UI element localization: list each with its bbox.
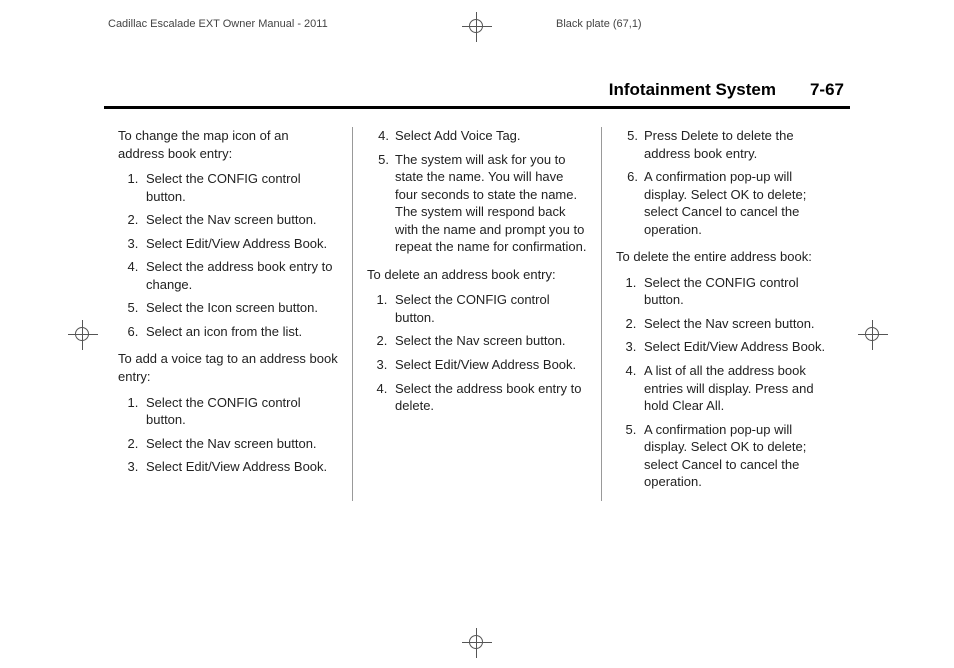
list-item: Select the CONFIG control button. bbox=[142, 394, 338, 429]
column-1: To change the map icon of an address boo… bbox=[104, 127, 352, 501]
plate-label: Black plate (67,1) bbox=[556, 18, 642, 30]
list-item: Select the address book entry to change. bbox=[142, 258, 338, 293]
column-2: 4.Select Add Voice Tag. 5.The system wil… bbox=[352, 127, 601, 501]
list-item: A list of all the address book entries w… bbox=[640, 362, 836, 415]
list-item: Select Edit/View Address Book. bbox=[142, 458, 338, 476]
list-item: Select the Nav screen button. bbox=[640, 315, 836, 333]
section-title: Infotainment System bbox=[609, 80, 776, 100]
list-item: A confirmation pop-up will display. Sele… bbox=[640, 421, 836, 491]
list-item: Select Edit/View Address Book. bbox=[391, 356, 587, 374]
crop-mark-left bbox=[68, 320, 98, 350]
para-delete-entry: To delete an address book entry: bbox=[367, 266, 587, 284]
list-item: Select the Icon screen button. bbox=[142, 299, 338, 317]
list-item: Select the CONFIG control button. bbox=[142, 170, 338, 205]
steps-change-map-icon: Select the CONFIG control button. Select… bbox=[118, 170, 338, 340]
step-number: 4. bbox=[371, 127, 395, 145]
para-add-voice-tag: To add a voice tag to an address book en… bbox=[118, 350, 338, 385]
steps-add-voice-tag-cont: 4.Select Add Voice Tag. 5.The system wil… bbox=[367, 127, 587, 256]
step-number: 5. bbox=[620, 127, 644, 162]
para-delete-all: To delete the entire address book: bbox=[616, 248, 836, 266]
step-number: 5. bbox=[371, 151, 395, 256]
step-text: Select Add Voice Tag. bbox=[395, 127, 587, 145]
list-item: Select the Nav screen button. bbox=[142, 435, 338, 453]
page-number: 7-67 bbox=[810, 80, 844, 100]
step-number: 6. bbox=[620, 168, 644, 238]
list-item: Select an icon from the list. bbox=[142, 323, 338, 341]
list-item: Select the address book entry to delete. bbox=[391, 380, 587, 415]
list-item: Select Edit/View Address Book. bbox=[142, 235, 338, 253]
list-item: Select Edit/View Address Book. bbox=[640, 338, 836, 356]
crop-mark-right bbox=[858, 320, 888, 350]
list-item: Select the Nav screen button. bbox=[142, 211, 338, 229]
para-change-map-icon: To change the map icon of an address boo… bbox=[118, 127, 338, 162]
steps-add-voice-tag: Select the CONFIG control button. Select… bbox=[118, 394, 338, 476]
crop-mark-top bbox=[462, 12, 492, 42]
list-item: 5.The system will ask for you to state t… bbox=[367, 151, 587, 256]
list-item: 6.A confirmation pop-up will display. Se… bbox=[616, 168, 836, 238]
list-item: Select the CONFIG control button. bbox=[640, 274, 836, 309]
crop-mark-bottom bbox=[462, 628, 492, 658]
steps-delete-entry-cont: 5.Press Delete to delete the address boo… bbox=[616, 127, 836, 238]
list-item: Select the Nav screen button. bbox=[391, 332, 587, 350]
steps-delete-all: Select the CONFIG control button. Select… bbox=[616, 274, 836, 491]
step-text: Press Delete to delete the address book … bbox=[644, 127, 836, 162]
body-columns: To change the map icon of an address boo… bbox=[100, 127, 854, 501]
steps-delete-entry: Select the CONFIG control button. Select… bbox=[367, 291, 587, 414]
manual-title: Cadillac Escalade EXT Owner Manual - 201… bbox=[108, 18, 328, 30]
list-item: 5.Press Delete to delete the address boo… bbox=[616, 127, 836, 162]
list-item: Select the CONFIG control button. bbox=[391, 291, 587, 326]
page-frame: Infotainment System 7-67 To change the m… bbox=[100, 50, 854, 628]
section-header: Infotainment System 7-67 bbox=[104, 80, 850, 109]
step-text: A confirmation pop-up will display. Sele… bbox=[644, 168, 836, 238]
column-3: 5.Press Delete to delete the address boo… bbox=[601, 127, 850, 501]
list-item: 4.Select Add Voice Tag. bbox=[367, 127, 587, 145]
step-text: The system will ask for you to state the… bbox=[395, 151, 587, 256]
